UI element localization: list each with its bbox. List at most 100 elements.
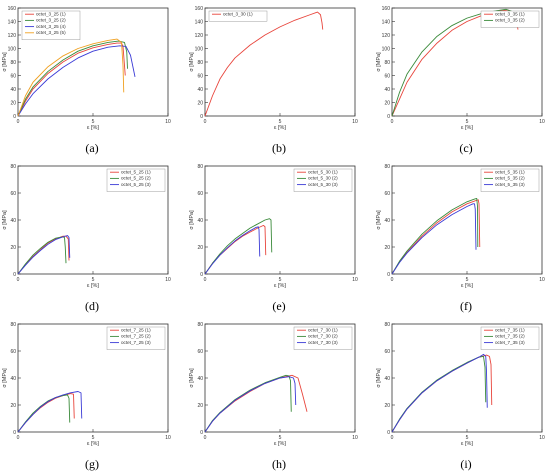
y-tick-label: 80 — [10, 60, 16, 66]
legend-box — [293, 168, 353, 192]
legend: octet_3_35 (1)octet_3_35 (2) — [480, 10, 540, 28]
y-tick-label: 20 — [197, 100, 203, 106]
legend-box — [480, 10, 540, 28]
x-tick-label: 0 — [204, 277, 207, 283]
x-tick-label: 5 — [466, 119, 469, 125]
series-line-1 — [391, 199, 481, 275]
series-line-3 — [17, 235, 71, 275]
y-tick-label: 40 — [10, 87, 16, 93]
y-tick-label: 0 — [13, 114, 16, 120]
legend-box — [21, 10, 81, 40]
y-axis-label: σ [MPa] — [376, 52, 382, 72]
y-tick-label: 160 — [382, 6, 391, 12]
series-line-2 — [17, 40, 128, 117]
y-tick-label: 140 — [8, 19, 17, 25]
y-axis-label: σ [MPa] — [189, 368, 195, 388]
legend-entry: octet_7_25 (1) — [121, 328, 151, 333]
y-tick-label: 0 — [13, 272, 16, 278]
series-line-3 — [17, 45, 136, 117]
y-tick-label: 0 — [200, 430, 203, 436]
y-tick-label: 60 — [384, 73, 390, 79]
y-tick-label: 20 — [384, 245, 390, 251]
subfigure-label: (d) — [85, 299, 99, 313]
x-tick-label: 5 — [92, 119, 95, 125]
y-tick-label: 20 — [197, 403, 203, 409]
legend-entry: octet_5_35 (1) — [495, 170, 525, 175]
y-tick-label: 80 — [197, 60, 203, 66]
x-tick-label: 5 — [279, 435, 282, 441]
legend-box — [480, 168, 540, 192]
series-line-2 — [204, 374, 292, 433]
y-tick-label: 140 — [382, 19, 391, 25]
y-tick-label: 60 — [197, 349, 203, 355]
x-tick-label: 10 — [165, 277, 171, 283]
y-tick-label: 100 — [8, 46, 17, 52]
x-tick-label: 0 — [17, 277, 20, 283]
legend: octet_5_25 (1)octet_5_25 (2)octet_5_25 (… — [106, 168, 166, 192]
y-tick-label: 0 — [200, 114, 203, 120]
legend-entry: octet_7_35 (1) — [495, 328, 525, 333]
legend: octet_7_25 (1)octet_7_25 (2)octet_7_25 (… — [106, 326, 166, 350]
legend-entry: octet_7_35 (2) — [495, 334, 525, 339]
legend-entry: octet_7_30 (3) — [308, 340, 338, 345]
series-line-2 — [204, 218, 273, 275]
y-tick-label: 0 — [387, 114, 390, 120]
x-axis-label: ε [%] — [274, 125, 286, 131]
x-axis-label: ε [%] — [274, 441, 286, 447]
series-line-2 — [391, 355, 487, 433]
x-tick-label: 10 — [539, 119, 545, 125]
legend-entry: octet_3_30 (1) — [223, 12, 253, 17]
x-axis-label: ε [%] — [461, 441, 473, 447]
series-line-1 — [17, 235, 70, 275]
y-tick-label: 60 — [10, 73, 16, 79]
subfigure-label: (c) — [459, 141, 472, 155]
y-tick-label: 20 — [10, 100, 16, 106]
y-tick-label: 60 — [10, 191, 16, 197]
series-line-1 — [204, 11, 324, 117]
y-tick-label: 160 — [195, 6, 204, 12]
x-tick-label: 5 — [92, 435, 95, 441]
y-tick-label: 40 — [197, 376, 203, 382]
y-tick-label: 20 — [384, 403, 390, 409]
legend: octet_3_30 (1) — [208, 10, 268, 22]
y-tick-label: 80 — [197, 322, 203, 328]
y-tick-label: 40 — [384, 376, 390, 382]
y-tick-label: 0 — [387, 272, 390, 278]
y-tick-label: 40 — [10, 376, 16, 382]
x-axis-label: ε [%] — [87, 283, 99, 289]
y-tick-label: 80 — [384, 322, 390, 328]
subfigure-label: (i) — [460, 457, 471, 471]
x-tick-label: 0 — [391, 119, 394, 125]
x-tick-label: 0 — [17, 119, 20, 125]
series-line-3 — [391, 203, 477, 275]
x-tick-label: 10 — [539, 277, 545, 283]
legend-entry: octet_3_25 (5) — [36, 30, 66, 35]
y-tick-label: 40 — [197, 87, 203, 93]
y-tick-label: 100 — [382, 46, 391, 52]
legend-entry: octet_5_30 (1) — [308, 170, 338, 175]
y-tick-label: 120 — [195, 33, 204, 39]
x-tick-label: 5 — [279, 119, 282, 125]
x-tick-label: 0 — [17, 435, 20, 441]
y-tick-label: 20 — [197, 245, 203, 251]
y-tick-label: 40 — [10, 218, 16, 224]
x-tick-label: 5 — [466, 435, 469, 441]
y-tick-label: 80 — [10, 164, 16, 170]
legend-box — [480, 326, 540, 350]
y-tick-label: 160 — [8, 6, 17, 12]
series-line-1 — [17, 393, 75, 433]
legend-box — [208, 10, 268, 22]
legend-entry: octet_5_35 (2) — [495, 176, 525, 181]
x-tick-label: 10 — [165, 435, 171, 441]
y-tick-label: 40 — [384, 87, 390, 93]
y-tick-label: 60 — [384, 191, 390, 197]
y-tick-label: 80 — [10, 322, 16, 328]
series-line-2 — [391, 197, 479, 275]
